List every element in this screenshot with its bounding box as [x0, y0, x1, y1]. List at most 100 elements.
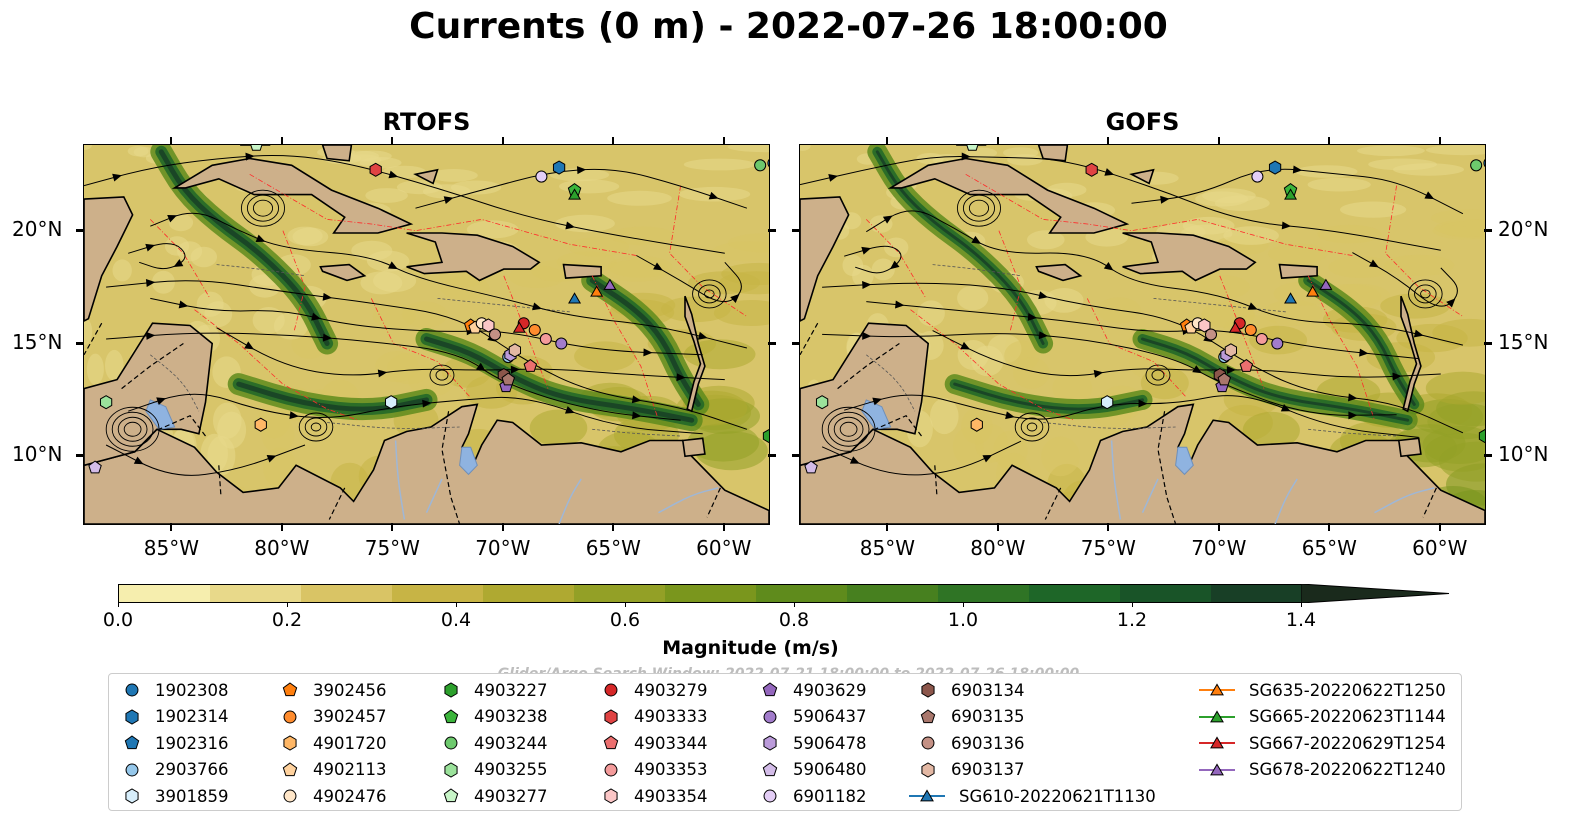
obs-marker-SG665-20220623T1144[interactable] — [568, 188, 582, 200]
legend-item: 6901182 — [761, 785, 867, 807]
obs-marker-4903227[interactable] — [1478, 428, 1485, 444]
obs-marker-3902457[interactable] — [1244, 323, 1257, 337]
obs-marker-4903354[interactable] — [482, 318, 495, 333]
pentagon-marker-icon — [282, 761, 298, 776]
obs-marker-3901859[interactable] — [1101, 395, 1114, 410]
streamline — [216, 327, 725, 381]
obs-marker-6903137[interactable] — [508, 343, 522, 358]
obs-marker-5906480[interactable] — [804, 460, 818, 474]
legend-label: 4903629 — [793, 680, 867, 700]
triangle-marker-icon — [1199, 709, 1235, 722]
obs-marker-4903227[interactable] — [762, 428, 769, 444]
obs-marker-5906437[interactable] — [1271, 337, 1284, 350]
legend-label: 1902316 — [155, 733, 229, 753]
streamline-arrow — [1103, 262, 1114, 271]
hexagon-marker-icon — [444, 761, 458, 778]
obs-marker-6903135[interactable] — [1217, 372, 1232, 386]
obs-marker-SG610-20220621T1130[interactable] — [568, 292, 582, 304]
colorbar-tick-label: 1.2 — [1116, 609, 1148, 631]
eddy-streamline — [1014, 412, 1050, 442]
pentagon-marker-icon — [443, 788, 459, 803]
current-jet — [875, 150, 1045, 345]
obs-marker-4903354[interactable] — [1198, 318, 1211, 333]
streamline-arrow — [828, 174, 838, 182]
current-jet — [236, 381, 429, 412]
speed-patch — [1368, 158, 1437, 171]
obs-marker-1902314[interactable] — [552, 160, 566, 175]
obs-marker-6903135[interactable] — [501, 372, 516, 386]
eddy-streamline — [956, 189, 1002, 227]
obs-marker-5906480[interactable] — [88, 460, 102, 474]
speed-patch — [695, 431, 768, 471]
obs-marker-1902314[interactable] — [1268, 160, 1282, 175]
speed-patch — [1307, 177, 1371, 192]
obs-marker-SG635-20220622T1250[interactable] — [1306, 285, 1320, 297]
obs-marker-3902457[interactable] — [528, 323, 541, 337]
bathymetry-contour — [1153, 298, 1287, 313]
obs-marker-SG667-20220629T1254[interactable] — [1228, 321, 1242, 333]
streamline-arrow — [255, 234, 266, 242]
streamline-arrow — [697, 331, 708, 340]
lon-tick — [391, 137, 394, 145]
obs-marker-4903277[interactable] — [250, 145, 263, 151]
colorbar-segment — [210, 585, 301, 602]
river — [558, 478, 582, 524]
pentagon-marker-icon — [762, 761, 778, 776]
map-panel-rtofs[interactable] — [83, 144, 770, 525]
speed-patch — [574, 341, 636, 372]
obs-marker-SG667-20220629T1254[interactable] — [512, 321, 526, 333]
obs-marker-4903353[interactable] — [539, 332, 552, 346]
obs-marker-SG678-20220622T1240[interactable] — [1319, 278, 1333, 290]
streamline-arrow — [156, 397, 167, 405]
landmass — [84, 196, 134, 322]
obs-marker-6903137[interactable] — [1224, 343, 1238, 358]
country-border — [1157, 411, 1177, 524]
obs-marker-1902308[interactable] — [1483, 158, 1485, 169]
legend-label: 3902457 — [313, 707, 387, 726]
map-panel-gofs[interactable] — [799, 144, 1486, 525]
speed-patch — [679, 186, 751, 202]
obs-marker-3901859[interactable] — [385, 395, 398, 410]
speed-patch — [1242, 411, 1300, 449]
speed-patch — [466, 220, 519, 239]
eddy-streamline — [1420, 289, 1431, 299]
streamline-arrow — [1280, 404, 1291, 412]
hexagon-marker-icon — [125, 788, 139, 804]
obs-marker-4903333[interactable] — [369, 162, 382, 177]
obs-marker-6901182[interactable] — [1251, 170, 1264, 183]
obs-marker-SG678-20220622T1240[interactable] — [603, 278, 617, 290]
legend-label: 4903333 — [634, 707, 708, 726]
obs-marker-SG635-20220622T1250[interactable] — [590, 285, 604, 297]
streamline-arrow — [1005, 411, 1015, 420]
streamline-arrow — [1392, 372, 1402, 381]
obs-marker-SG610-20220621T1130[interactable] — [1284, 292, 1298, 304]
colorbar-tick-label: 0.2 — [271, 609, 303, 631]
eddy-streamline — [1145, 364, 1171, 386]
obs-marker-4901720[interactable] — [254, 417, 267, 432]
obs-marker-4903333[interactable] — [1085, 162, 1098, 177]
speed-patch — [168, 213, 194, 232]
obs-marker-6903136[interactable] — [488, 328, 502, 341]
obs-marker-4903344[interactable] — [523, 358, 538, 372]
obs-marker-SG665-20220623T1144[interactable] — [1284, 188, 1298, 200]
colorbar — [118, 584, 1303, 603]
obs-marker-4903255[interactable] — [99, 395, 113, 410]
streamline-arrow — [173, 259, 184, 268]
obs-marker-1902308[interactable] — [767, 158, 769, 169]
obs-marker-4901720[interactable] — [970, 417, 983, 432]
lon-tick — [886, 523, 889, 531]
bathymetry-contour — [150, 354, 200, 412]
streamline-arrow — [388, 261, 398, 270]
river — [394, 440, 406, 520]
obs-marker-4903344[interactable] — [1239, 358, 1254, 372]
obs-marker-6903136[interactable] — [1204, 328, 1218, 341]
obs-marker-6901182[interactable] — [535, 170, 548, 183]
obs-marker-4903353[interactable] — [1255, 332, 1268, 346]
obs-marker-5906437[interactable] — [555, 337, 568, 350]
legend-item: 6903135 — [919, 706, 1025, 728]
obs-marker-4903244[interactable] — [754, 159, 767, 172]
obs-marker-4903277[interactable] — [966, 145, 979, 151]
obs-marker-4903244[interactable] — [1470, 159, 1483, 172]
obs-marker-4903255[interactable] — [815, 395, 829, 410]
speed-patch — [360, 271, 403, 295]
